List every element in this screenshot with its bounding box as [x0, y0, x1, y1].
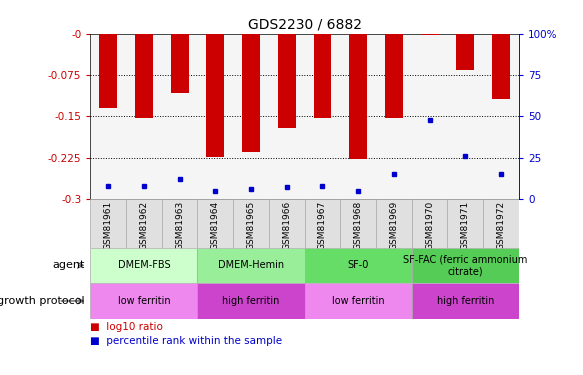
Bar	[385, 34, 403, 118]
Text: DMEM-FBS: DMEM-FBS	[118, 260, 170, 270]
Bar	[278, 34, 296, 128]
Text: GSM81968: GSM81968	[354, 201, 363, 250]
Text: low ferritin: low ferritin	[332, 296, 385, 306]
Bar	[412, 248, 519, 283]
Bar	[90, 248, 198, 283]
Text: GSM81967: GSM81967	[318, 201, 327, 250]
Bar	[269, 199, 304, 248]
Bar	[412, 283, 519, 319]
Text: SF-0: SF-0	[347, 260, 369, 270]
Text: GSM81972: GSM81972	[497, 201, 505, 250]
Bar	[198, 199, 233, 248]
Bar	[198, 248, 304, 283]
Text: GSM81970: GSM81970	[425, 201, 434, 250]
Bar	[198, 283, 304, 319]
Bar	[135, 34, 153, 118]
Text: GSM81966: GSM81966	[282, 201, 292, 250]
Bar	[456, 34, 474, 69]
Bar	[233, 199, 269, 248]
Text: DMEM-Hemin: DMEM-Hemin	[218, 260, 284, 270]
Text: GSM81964: GSM81964	[211, 201, 220, 250]
Bar	[483, 199, 519, 248]
Bar	[492, 34, 510, 99]
Text: low ferritin: low ferritin	[118, 296, 170, 306]
Bar	[412, 199, 448, 248]
Text: ■  percentile rank within the sample: ■ percentile rank within the sample	[90, 336, 283, 346]
Title: GDS2230 / 6882: GDS2230 / 6882	[248, 17, 361, 31]
Bar	[126, 199, 161, 248]
Text: GSM81965: GSM81965	[247, 201, 255, 250]
Text: GSM81961: GSM81961	[104, 201, 113, 250]
Text: GSM81962: GSM81962	[139, 201, 149, 250]
Text: SF-FAC (ferric ammonium
citrate): SF-FAC (ferric ammonium citrate)	[403, 255, 528, 276]
Bar	[242, 34, 260, 152]
Bar	[448, 199, 483, 248]
Text: GSM81969: GSM81969	[389, 201, 398, 250]
Bar	[206, 34, 224, 157]
Text: ■  log10 ratio: ■ log10 ratio	[90, 322, 163, 333]
Bar	[304, 199, 340, 248]
Text: agent: agent	[52, 260, 85, 270]
Bar	[304, 248, 412, 283]
Text: high ferritin: high ferritin	[437, 296, 494, 306]
Bar	[376, 199, 412, 248]
Bar	[340, 199, 376, 248]
Text: GSM81963: GSM81963	[175, 201, 184, 250]
Bar	[90, 199, 126, 248]
Text: growth protocol: growth protocol	[0, 296, 85, 306]
Bar	[90, 283, 198, 319]
Bar	[99, 34, 117, 108]
Bar	[314, 34, 331, 118]
Bar	[421, 34, 438, 35]
Bar	[349, 34, 367, 159]
Text: GSM81971: GSM81971	[461, 201, 470, 250]
Bar	[161, 199, 198, 248]
Bar	[304, 283, 412, 319]
Text: high ferritin: high ferritin	[222, 296, 280, 306]
Bar	[171, 34, 188, 93]
